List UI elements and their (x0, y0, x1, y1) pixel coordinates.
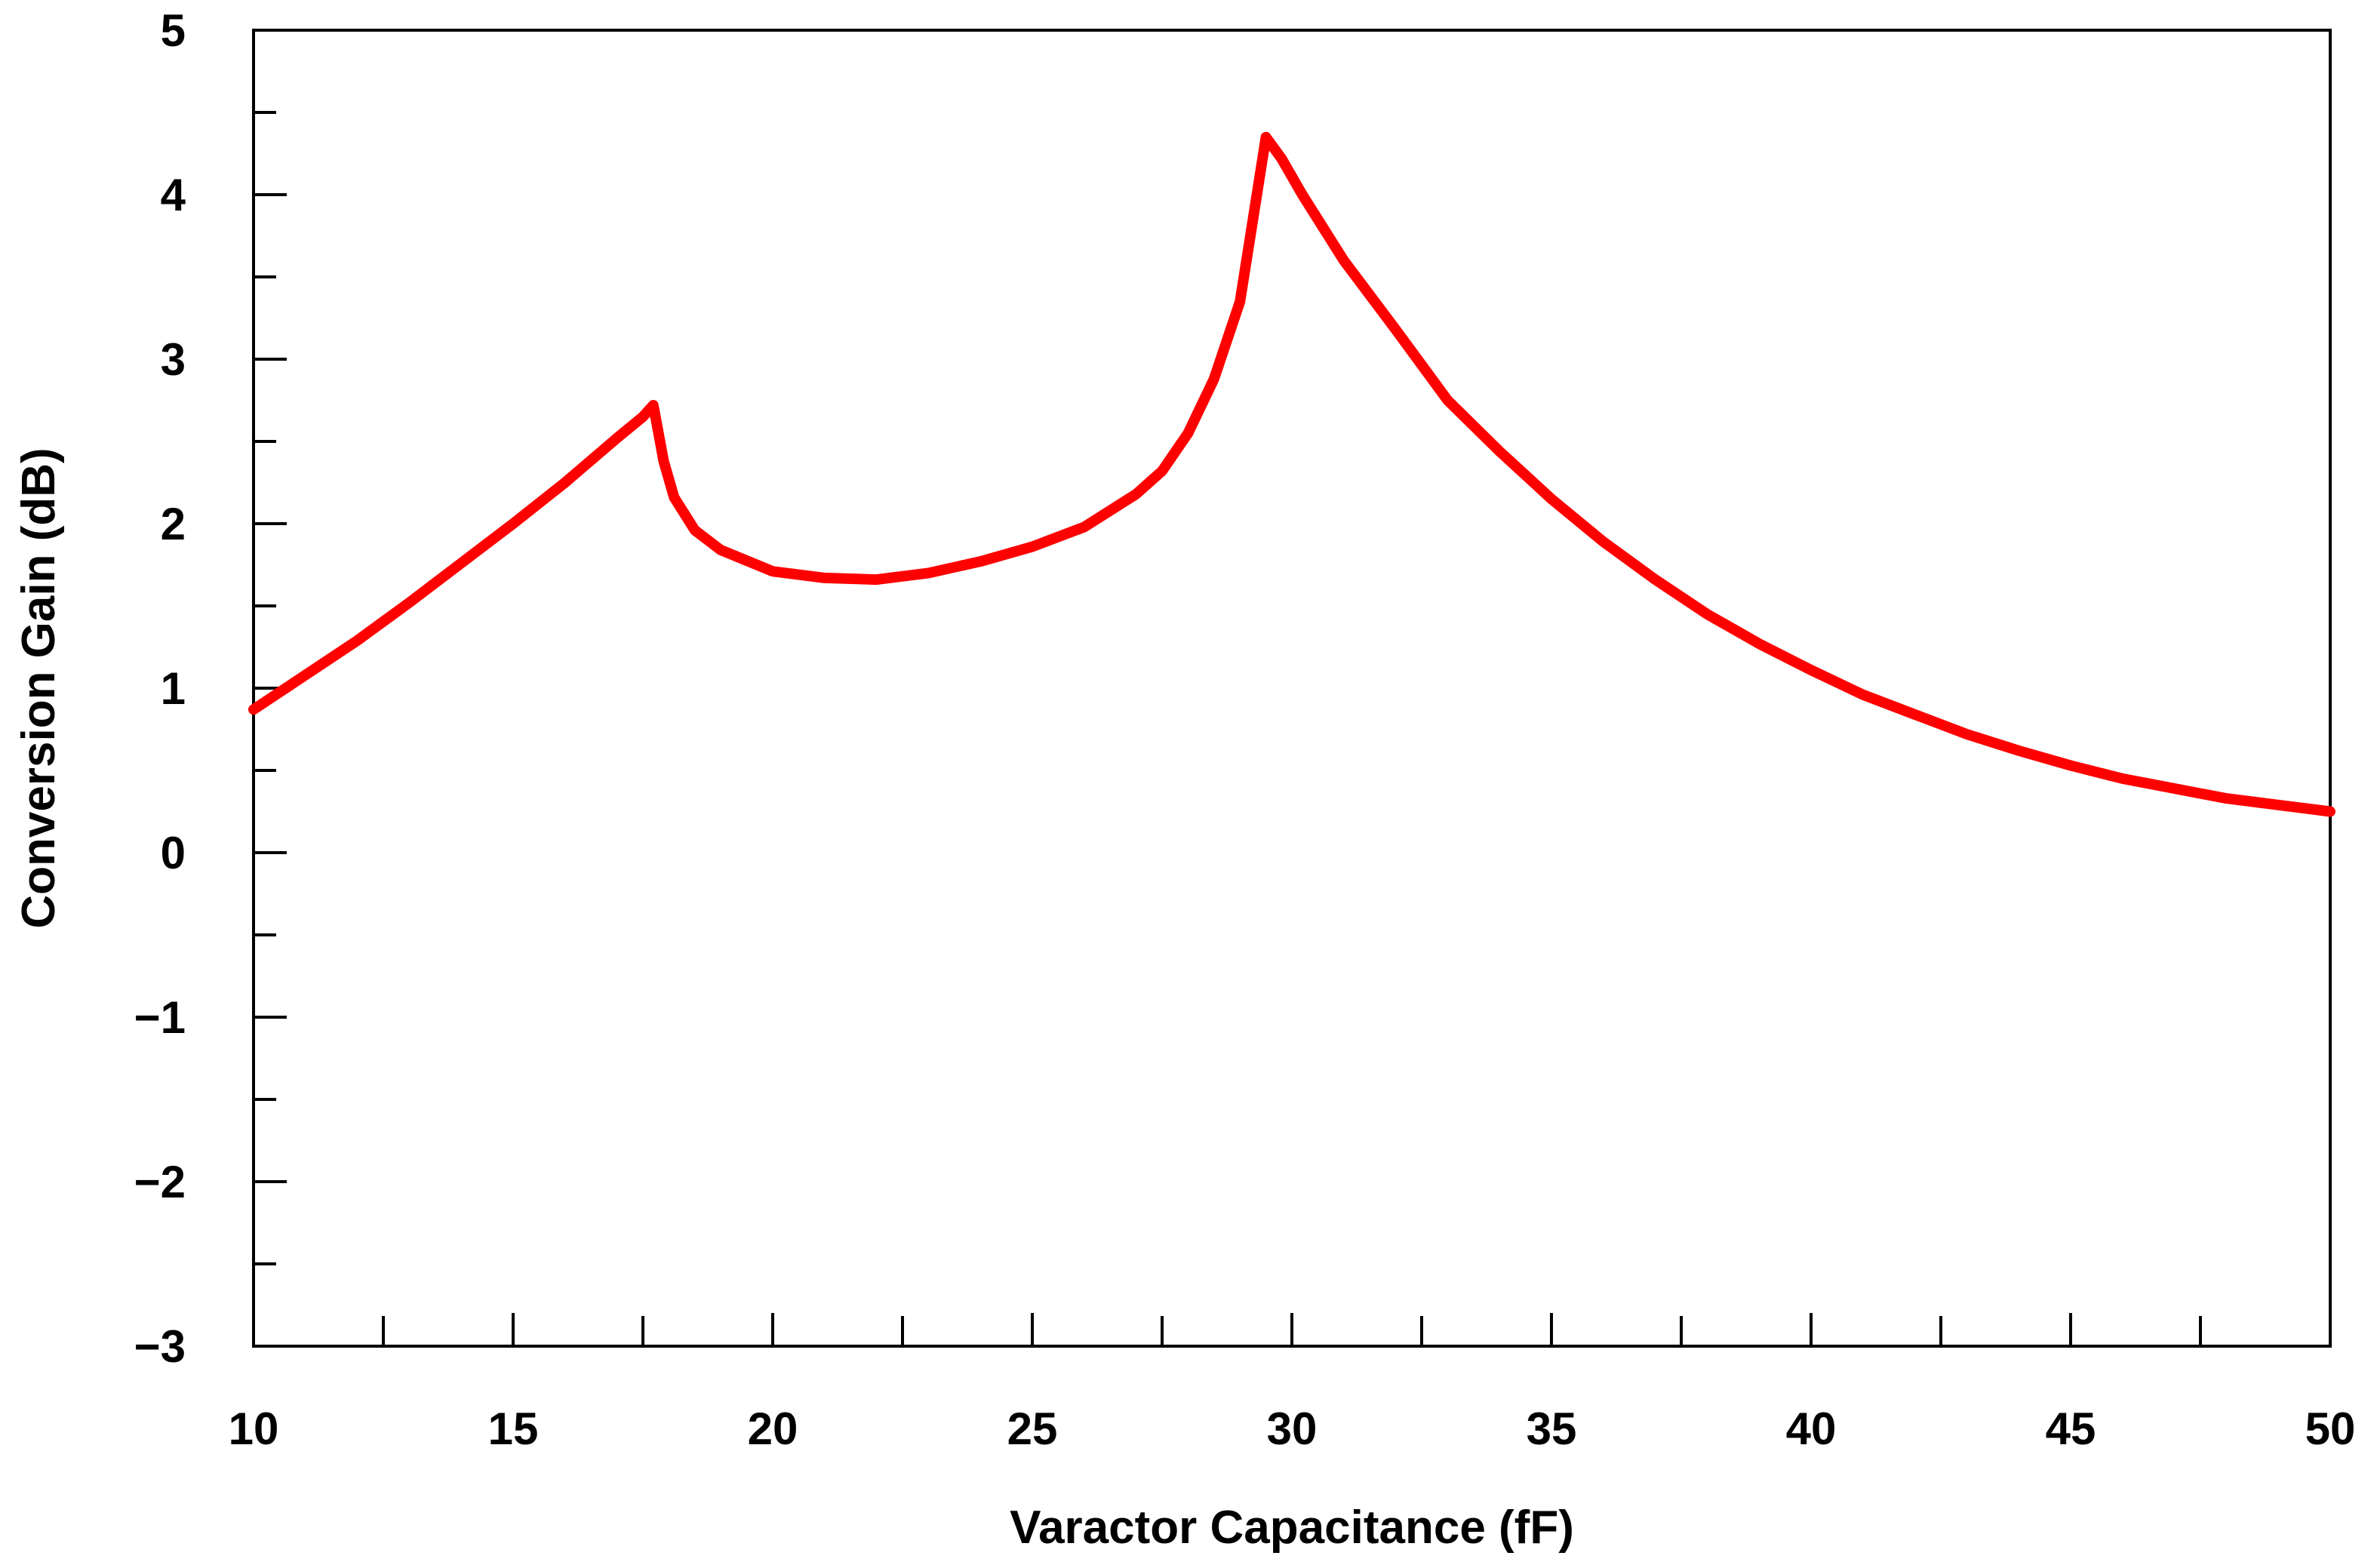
x-tick-label: 25 (1007, 1404, 1058, 1454)
x-tick-label: 45 (2046, 1404, 2096, 1454)
x-tick-label: 50 (2305, 1404, 2356, 1454)
x-tick-label: 10 (229, 1404, 279, 1454)
y-tick-label: 2 (161, 499, 186, 549)
y-tick-label: 4 (161, 170, 186, 220)
x-tick-label: 40 (1786, 1404, 1837, 1454)
x-axis: 10 15 20 25 30 35 40 45 50 (229, 1313, 2356, 1454)
series-layer (248, 131, 2335, 817)
series-line (248, 131, 2335, 817)
y-axis-title: Conversion Gain (dB) (13, 447, 65, 928)
x-tick-label: 30 (1267, 1404, 1318, 1454)
y-tick-label: −1 (134, 992, 186, 1043)
x-axis-title: Varactor Capacitance (fF) (1010, 1502, 1574, 1554)
y-tick-label: −3 (134, 1321, 186, 1372)
y-tick-label: 0 (161, 828, 186, 878)
x-tick-label: 20 (748, 1404, 798, 1454)
plot-frame (252, 29, 2332, 1348)
y-tick-label: 1 (161, 663, 186, 714)
y-tick-label: −2 (134, 1157, 186, 1207)
y-tick-label: 5 (161, 5, 186, 56)
x-tick-label: 15 (488, 1404, 539, 1454)
y-tick-label: 3 (161, 334, 186, 385)
y-axis: −3 −2 −1 0 1 2 3 4 5 (134, 5, 287, 1372)
x-tick-label: 35 (1527, 1404, 1577, 1454)
